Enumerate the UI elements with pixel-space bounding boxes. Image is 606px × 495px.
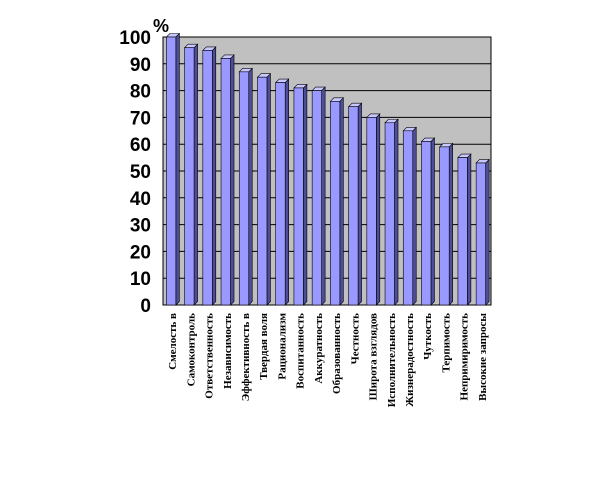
bar [475, 158, 490, 306]
y-tick-label: 100 [119, 28, 151, 49]
bar [274, 78, 290, 306]
x-tick-label: Образованность [331, 313, 343, 394]
y-tick-labels: 0 10 20 30 40 50 60 70 80 90 100 [119, 28, 151, 317]
bar [420, 137, 436, 306]
y-tick-label: 60 [130, 135, 151, 156]
x-tick-label: Независимость [222, 313, 234, 389]
bar [366, 113, 381, 306]
x-tick-label: Исполнительность [386, 313, 398, 407]
x-tick-label: Чуткость [422, 313, 434, 360]
x-tick-label: Смелость в [167, 313, 179, 370]
y-tick-label: 90 [130, 55, 151, 76]
y-tick-label: 20 [130, 242, 151, 263]
bar [238, 67, 253, 306]
x-tick-label: Самоконтроль [185, 313, 197, 387]
bar [256, 72, 272, 306]
bar [438, 142, 454, 306]
x-tick-label: Ответственность [204, 313, 216, 399]
y-tick-label: 10 [130, 269, 151, 290]
x-tick-label: Высокие запросы [477, 313, 489, 401]
x-tick-label: Непримиримость [459, 313, 471, 401]
bar [329, 97, 345, 306]
x-tick-label: Эффективность в [240, 313, 252, 401]
y-tick-label: 40 [130, 189, 151, 210]
x-tick-label: Аккуратность [313, 313, 325, 384]
x-tick-label: Терпимость [440, 313, 452, 373]
x-tick-label: Воспитанность [295, 313, 307, 389]
x-tick-label: Рационализм [276, 313, 288, 380]
x-tick-label: Жизнерадостность [404, 313, 416, 407]
x-tick-labels: Смелость в Самоконтроль Ответственность Нез… [167, 313, 489, 408]
bar [311, 86, 326, 306]
bar [293, 83, 308, 306]
y-tick-label: 70 [130, 108, 151, 129]
x-tick-label: Честность [349, 313, 361, 364]
bar [220, 54, 235, 306]
bar [165, 32, 181, 306]
bar [183, 43, 199, 306]
bar [347, 102, 363, 306]
y-tick-label: 0 [140, 296, 151, 317]
bars [165, 32, 490, 306]
y-tick-label: 30 [130, 216, 151, 237]
y-axis-unit-label: % [153, 16, 169, 36]
x-tick-label: Широта взглядов [368, 313, 380, 400]
bar [457, 153, 472, 306]
bar [202, 46, 217, 306]
gridlines [163, 63, 491, 279]
y-tick-label: 50 [130, 162, 151, 183]
y-tick-label: 80 [130, 82, 151, 103]
bar [384, 118, 399, 306]
x-tick-label: Твердая воля [258, 313, 270, 380]
bar [402, 126, 417, 306]
